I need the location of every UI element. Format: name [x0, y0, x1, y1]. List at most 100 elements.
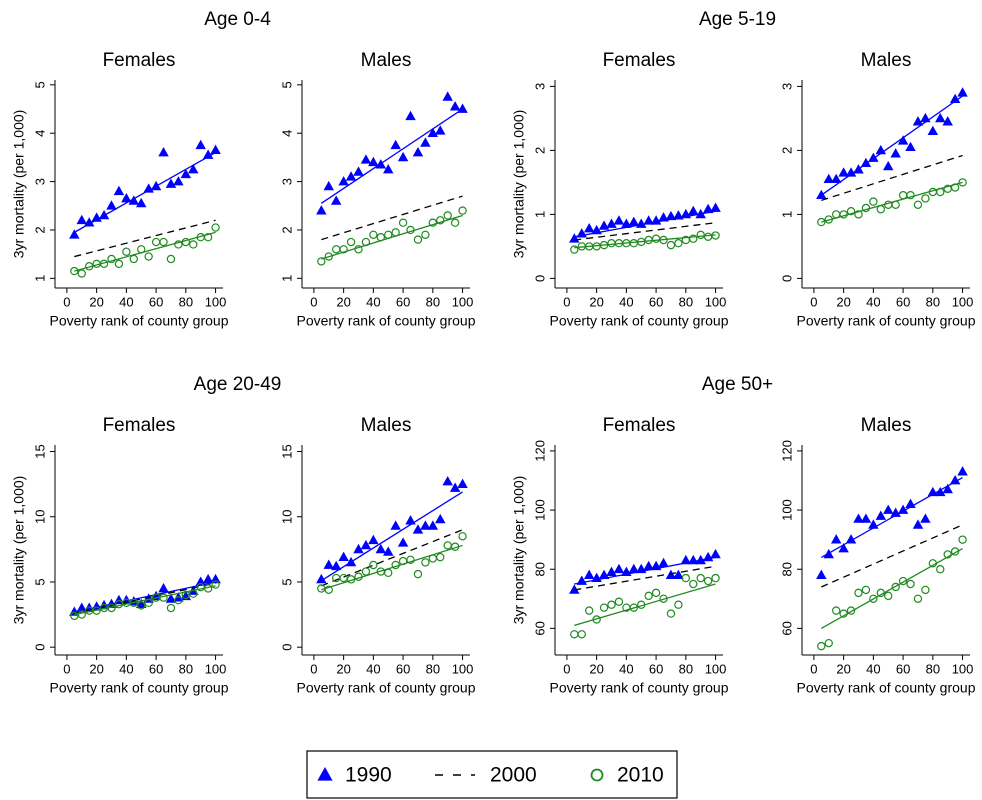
triangle-point [830, 534, 842, 544]
fit-line [74, 582, 216, 614]
triangle-point [905, 498, 916, 509]
circle-point [129, 254, 138, 264]
triangle-point [591, 224, 602, 235]
y-tick-label: 5 [279, 578, 294, 585]
x-tick-label: 20 [89, 294, 103, 309]
circle-point [891, 200, 900, 209]
circle-point [406, 225, 415, 235]
triangle-point [136, 598, 147, 608]
circle-point [211, 580, 220, 589]
y-tick-label: 120 [532, 440, 547, 462]
circle-point [711, 231, 720, 240]
triangle-point [158, 147, 169, 157]
x-tick-label: 20 [589, 661, 603, 676]
triangle-point [202, 573, 214, 584]
circle-point [398, 218, 408, 227]
circle-point [958, 178, 967, 187]
triangle-point [688, 554, 699, 565]
triangle-point [942, 483, 953, 494]
x-tick-label: 80 [426, 294, 440, 309]
triangle-point [210, 144, 221, 154]
circle-point [354, 245, 363, 254]
circle-point [607, 238, 616, 248]
circle-point [384, 568, 393, 578]
x-tick-label: 20 [589, 294, 603, 309]
x-axis-label: Poverty rank of county group [797, 313, 976, 329]
x-tick-label: 60 [149, 661, 163, 676]
circle-point [339, 245, 348, 254]
triangle-point [628, 216, 640, 226]
triangle-point [606, 566, 617, 577]
triangle-point [890, 148, 901, 158]
x-axis-label: Poverty rank of county group [797, 680, 976, 696]
circle-point [144, 598, 153, 608]
circle-point [711, 573, 720, 583]
x-tick-label: 40 [866, 661, 880, 676]
y-tick-label: 15 [279, 444, 294, 458]
circle-point [659, 594, 668, 604]
triangle-point [195, 139, 206, 150]
y-tick-label: 4 [279, 130, 294, 137]
triangle-point [695, 554, 706, 565]
triangle-point [98, 209, 110, 220]
fit-line [74, 219, 216, 258]
circle-point [703, 232, 713, 241]
x-tick-label: 40 [119, 294, 133, 309]
triangle-point [576, 575, 587, 585]
triangle-point [673, 210, 684, 220]
triangle-point [935, 486, 946, 497]
circle-point [936, 187, 945, 197]
x-tick-label: 60 [896, 294, 910, 309]
x-tick-label: 100 [452, 294, 474, 309]
circle-point [189, 589, 198, 598]
triangle-point [860, 513, 872, 523]
x-tick-label: 80 [179, 294, 193, 309]
triangle-point [845, 167, 857, 177]
legend-label: 2010 [617, 764, 664, 787]
circle-point [876, 205, 885, 214]
x-tick-label: 100 [952, 661, 974, 676]
y-tick-label: 100 [779, 499, 794, 521]
triangle-point [360, 154, 372, 164]
legend-marker [317, 767, 333, 781]
triangle-point [390, 520, 401, 530]
circle-point [159, 237, 168, 247]
circle-point [824, 215, 833, 224]
triangle-point [405, 515, 416, 525]
group-title: Age 0-4 [204, 9, 271, 30]
circle-point [436, 216, 445, 225]
triangle-point [128, 195, 140, 205]
triangle-point [113, 185, 125, 196]
circle-point [339, 573, 348, 583]
fit-line [820, 95, 963, 196]
triangle-point [165, 593, 177, 603]
circle-point [428, 218, 438, 227]
circle-point [450, 542, 460, 551]
triangle-point [838, 543, 849, 553]
triangle-point [680, 208, 692, 219]
circle-point [70, 266, 79, 276]
triangle-point [76, 602, 87, 612]
y-tick-label: 10 [32, 510, 47, 524]
triangle-point [457, 478, 468, 488]
fit-line [821, 524, 963, 588]
triangle-point [368, 534, 379, 545]
triangle-point [323, 180, 334, 191]
triangle-point [912, 116, 924, 126]
triangle-point [636, 218, 647, 228]
x-tick-label: 100 [705, 661, 727, 676]
circle-point [906, 579, 915, 589]
triangle-point [397, 537, 409, 547]
triangle-point [345, 171, 357, 181]
x-tick-label: 20 [836, 294, 850, 309]
x-tick-label: 20 [336, 294, 350, 309]
triangle-point [673, 569, 684, 579]
x-axis-label: Poverty rank of county group [50, 313, 229, 329]
triangle-point [695, 208, 706, 219]
triangle-point [390, 139, 401, 150]
circle-point [159, 593, 168, 602]
circle-point [151, 237, 161, 247]
x-tick-label: 40 [619, 661, 633, 676]
panel-title: Males [361, 50, 412, 71]
y-tick-label: 1 [779, 211, 794, 218]
